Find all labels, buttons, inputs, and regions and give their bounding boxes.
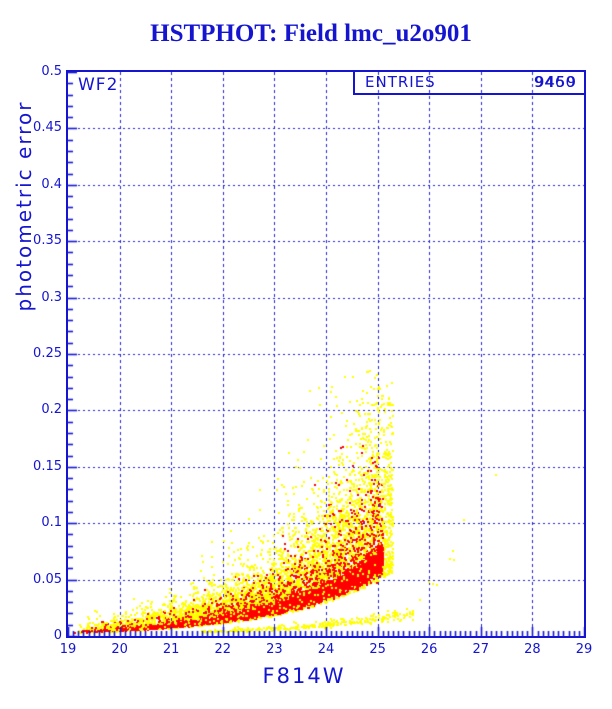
scatter-plot-canvas bbox=[68, 72, 584, 636]
y-tick-label-0.2: 0.2 bbox=[41, 402, 62, 418]
x-tick-label-20: 20 bbox=[111, 642, 128, 657]
entries-value-2: 9460 bbox=[533, 73, 576, 91]
x-tick-label-28: 28 bbox=[524, 642, 541, 657]
y-tick-label-0.05: 0.05 bbox=[33, 571, 62, 587]
entries-box: ENTRIES 9459 9460 bbox=[353, 70, 586, 95]
y-tick-label-0.45: 0.45 bbox=[33, 120, 62, 136]
x-tick-label-27: 27 bbox=[472, 642, 490, 657]
x-tick-label-22: 22 bbox=[214, 642, 232, 657]
x-tick-label-19: 19 bbox=[59, 642, 77, 657]
page-title: HSTPHOT: Field lmc_u2o901 bbox=[150, 20, 472, 47]
y-tick-label-0.5: 0.5 bbox=[41, 64, 62, 79]
x-tick-label-26: 26 bbox=[420, 642, 438, 657]
entries-label: ENTRIES bbox=[365, 73, 436, 91]
x-axis-title: F814W bbox=[262, 664, 346, 688]
y-tick-label-0.1: 0.1 bbox=[41, 515, 62, 531]
y-tick-label-0.15: 0.15 bbox=[33, 458, 62, 474]
plot-frame bbox=[66, 70, 586, 638]
y-tick-label-0.25: 0.25 bbox=[33, 346, 62, 361]
x-tick-label-21: 21 bbox=[162, 642, 180, 657]
x-tick-label-24: 24 bbox=[317, 642, 335, 657]
camera-label: WF2 bbox=[78, 75, 119, 95]
entries-value-1: 9459 bbox=[534, 73, 577, 91]
y-tick-label-0.3: 0.3 bbox=[41, 289, 62, 305]
y-tick-label-0: 0 bbox=[53, 628, 62, 643]
y-tick-label-0.4: 0.4 bbox=[41, 176, 62, 192]
x-tick-label-29: 29 bbox=[575, 642, 593, 657]
x-tick-label-25: 25 bbox=[369, 642, 386, 657]
y-tick-label-0.35: 0.35 bbox=[33, 233, 62, 249]
x-tick-label-23: 23 bbox=[266, 642, 283, 657]
